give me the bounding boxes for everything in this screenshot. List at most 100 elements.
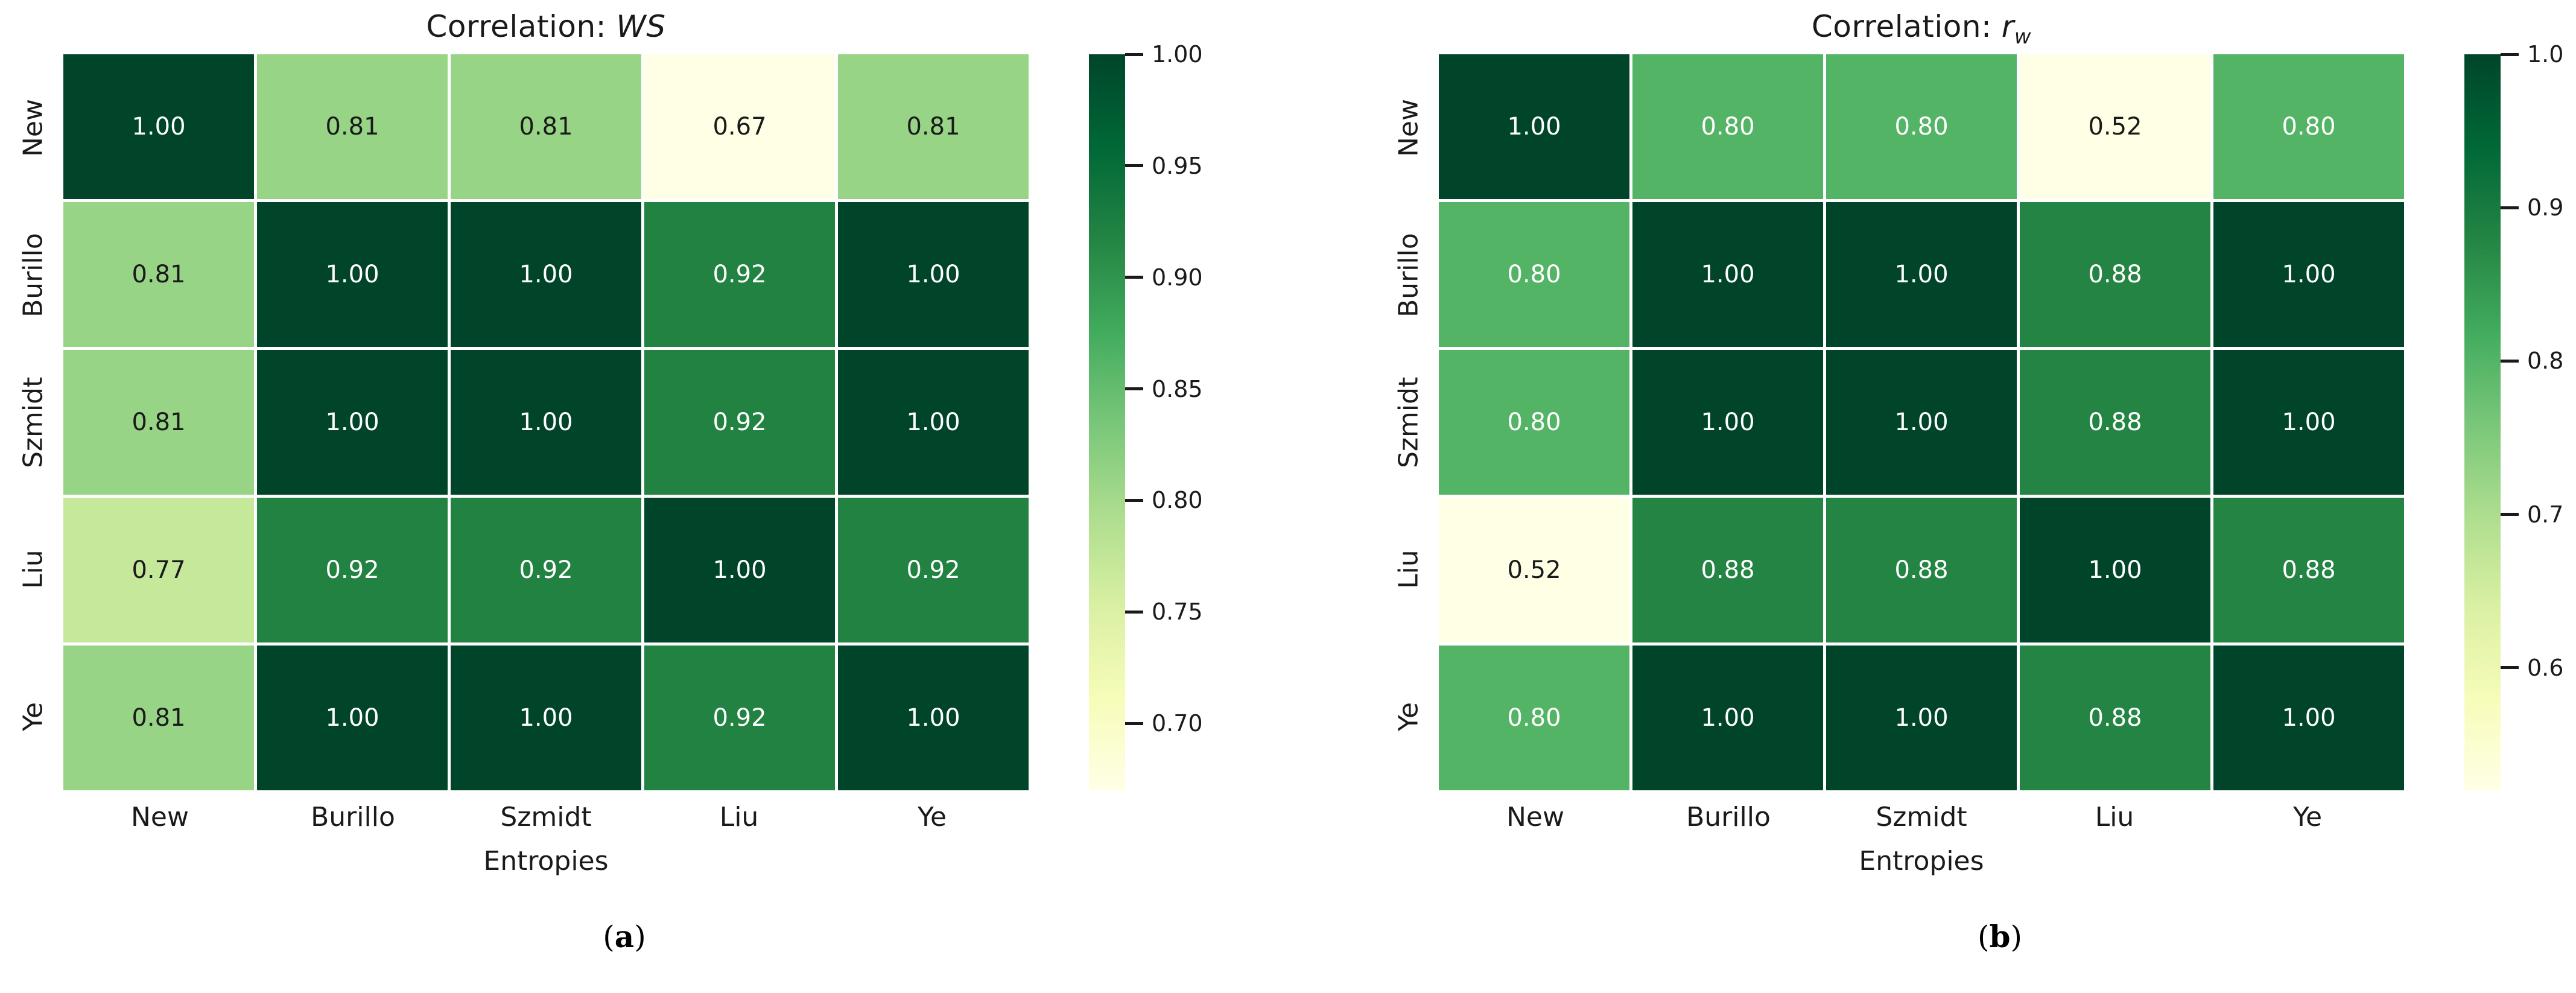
colorbar-tick-mark bbox=[1125, 276, 1143, 279]
x-axis-labels: New Burillo Szmidt Liu Ye bbox=[1439, 798, 2404, 836]
caption-paren-close: ) bbox=[2010, 919, 2022, 954]
colorbar-tick-mark bbox=[2501, 52, 2519, 56]
colorbar-tick-label: 0.8 bbox=[2527, 347, 2564, 375]
row-label: New bbox=[17, 99, 49, 157]
colorbar-tick-label: 0.70 bbox=[1152, 710, 1203, 737]
heatmap-cell: 1.00 bbox=[1826, 202, 2017, 347]
colorbar-tick-label: 0.6 bbox=[2527, 654, 2564, 681]
heatmap-cell: 0.88 bbox=[1632, 498, 1823, 642]
row-label: Burillo bbox=[1393, 233, 1424, 317]
heatmap-cell: 0.81 bbox=[257, 54, 448, 199]
x-axis-title: Entropies bbox=[1859, 846, 1984, 877]
caption-paren-close: ) bbox=[634, 919, 646, 954]
heatmap-cell: 0.92 bbox=[644, 646, 835, 790]
colorbar bbox=[1089, 54, 1125, 790]
colorbar-tick-mark bbox=[1125, 722, 1143, 725]
colorbar-tick-label: 0.80 bbox=[1152, 487, 1203, 514]
heatmap-cell: 0.80 bbox=[1439, 202, 1629, 347]
col-label: Ye bbox=[917, 801, 947, 833]
heatmap-cell: 1.00 bbox=[451, 646, 641, 790]
heatmap-cell: 0.81 bbox=[63, 350, 254, 495]
colorbar-tick-label: 0.75 bbox=[1152, 598, 1203, 626]
colorbar-tick-mark bbox=[2501, 666, 2519, 670]
colorbar-tick-label: 1.0 bbox=[2527, 41, 2564, 68]
heatmap-cell: 1.00 bbox=[1632, 350, 1823, 495]
col-label: Szmidt bbox=[500, 801, 592, 833]
col-label: Ye bbox=[2292, 801, 2323, 833]
colorbar-tick-label: 0.9 bbox=[2527, 194, 2564, 221]
heatmap-cell: 1.00 bbox=[2213, 646, 2404, 790]
heatmap-cell: 0.88 bbox=[2020, 350, 2210, 495]
plot-title-text: Correlation: bbox=[426, 9, 617, 44]
heatmap-cell: 0.88 bbox=[2020, 202, 2210, 347]
row-label: Szmidt bbox=[17, 376, 49, 468]
heatmap-cell: 0.80 bbox=[1439, 350, 1629, 495]
heatmap-cell: 1.00 bbox=[257, 202, 448, 347]
col-label: Liu bbox=[719, 801, 759, 833]
caption-letter: b bbox=[1989, 919, 2011, 954]
col-label: Szmidt bbox=[1876, 801, 1967, 833]
plot-title-symbol: WS bbox=[616, 9, 666, 44]
heatmap-cell: 0.81 bbox=[838, 54, 1029, 199]
col-label: Liu bbox=[2095, 801, 2134, 833]
heatmap-cell: 0.80 bbox=[1826, 54, 2017, 199]
heatmap-cell: 1.00 bbox=[2213, 202, 2404, 347]
heatmap-cell: 0.80 bbox=[1439, 646, 1629, 790]
heatmap-cell: 1.00 bbox=[838, 350, 1029, 495]
colorbar-tick-label: 0.95 bbox=[1152, 152, 1203, 179]
heatmap-cell: 0.81 bbox=[63, 202, 254, 347]
row-label: New bbox=[1393, 99, 1424, 157]
heatmap-cell: 1.00 bbox=[1632, 646, 1823, 790]
subfigure-caption-a: (a) bbox=[142, 916, 1107, 958]
caption-paren-open: ( bbox=[1978, 919, 1990, 954]
heatmap-cell: 1.00 bbox=[451, 202, 641, 347]
plot-title: Correlation: rw bbox=[1439, 5, 2404, 49]
heatmap-cell: 1.00 bbox=[1826, 646, 2017, 790]
heatmap-cell: 1.00 bbox=[1439, 54, 1629, 199]
caption-paren-open: ( bbox=[603, 919, 615, 954]
heatmap-cell: 1.00 bbox=[63, 54, 254, 199]
subfigure-caption-b: (b) bbox=[1517, 916, 2482, 958]
colorbar-tick-label: 1.00 bbox=[1152, 41, 1203, 68]
heatmap-cell: 0.88 bbox=[1826, 498, 2017, 642]
heatmap-cell: 1.00 bbox=[838, 202, 1029, 347]
row-label: Liu bbox=[17, 550, 49, 589]
col-label: Burillo bbox=[311, 801, 395, 833]
row-label: Liu bbox=[1393, 550, 1424, 589]
colorbar-tick-mark bbox=[2501, 513, 2519, 516]
colorbar-tick-mark bbox=[1125, 610, 1143, 614]
heatmap-cell: 1.00 bbox=[257, 350, 448, 495]
heatmap-cell: 1.00 bbox=[257, 646, 448, 790]
row-label: Burillo bbox=[17, 233, 49, 317]
plot-title: Correlation: WS bbox=[63, 5, 1029, 48]
heatmap-cell: 0.92 bbox=[257, 498, 448, 642]
plot-title-symbol: r bbox=[2001, 9, 2014, 44]
heatmap-cell: 1.00 bbox=[451, 350, 641, 495]
y-axis-labels: New Burillo Szmidt Liu Ye bbox=[10, 54, 56, 790]
heatmap-cell: 0.77 bbox=[63, 498, 254, 642]
heatmap-cell: 1.00 bbox=[2213, 350, 2404, 495]
colorbar-tick-label: 0.85 bbox=[1152, 375, 1203, 402]
colorbar-tick-mark bbox=[1125, 52, 1143, 56]
row-label: Ye bbox=[17, 702, 49, 732]
col-label: Burillo bbox=[1686, 801, 1771, 833]
caption-letter: a bbox=[614, 919, 635, 954]
heatmap-cell: 0.52 bbox=[1439, 498, 1629, 642]
heatmap-grid: 1.00 0.81 0.81 0.67 0.81 0.81 1.00 1.00 0.92 1.00… bbox=[63, 54, 1029, 790]
colorbar-tick-mark bbox=[1125, 498, 1143, 502]
heatmap-cell: 0.81 bbox=[63, 646, 254, 790]
heatmap-cell: 1.00 bbox=[1632, 202, 1823, 347]
x-axis-labels: New Burillo Szmidt Liu Ye bbox=[63, 798, 1029, 836]
heatmap-cell: 0.67 bbox=[644, 54, 835, 199]
heatmap-cell: 0.81 bbox=[451, 54, 641, 199]
colorbar-tick-label: 0.90 bbox=[1152, 264, 1203, 291]
heatmap-cell: 1.00 bbox=[2020, 498, 2210, 642]
plot-title-text: Correlation: bbox=[1811, 9, 2002, 44]
col-label: New bbox=[1506, 801, 1564, 833]
y-axis-labels: New Burillo Szmidt Liu Ye bbox=[1386, 54, 1432, 790]
